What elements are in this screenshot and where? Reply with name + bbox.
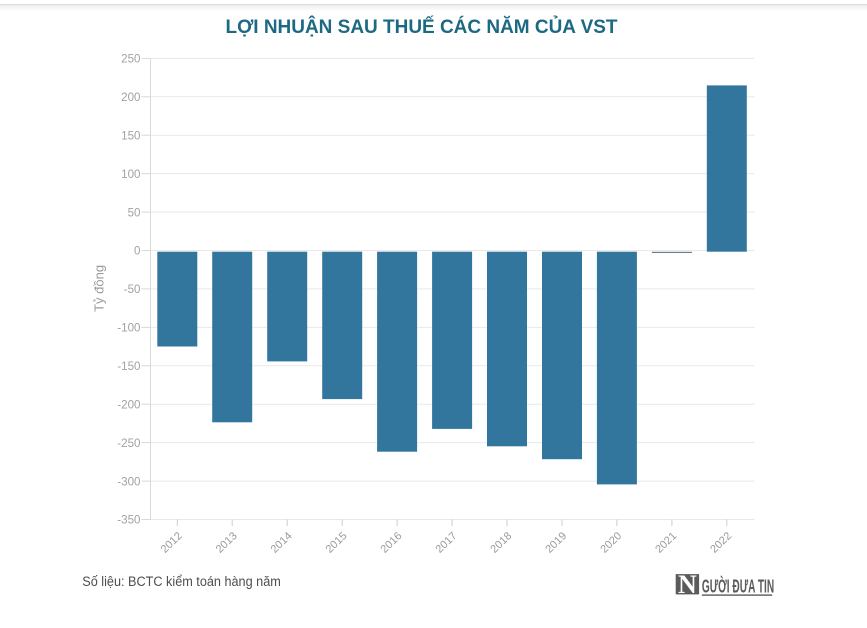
svg-text:200: 200 (121, 91, 140, 104)
svg-text:-100: -100 (117, 322, 140, 335)
svg-text:N: N (678, 570, 697, 599)
svg-text:100: 100 (121, 168, 140, 181)
svg-text:250: 250 (121, 53, 140, 66)
svg-text:-150: -150 (117, 360, 140, 373)
svg-text:-350: -350 (117, 514, 140, 527)
svg-text:-300: -300 (117, 475, 140, 488)
svg-text:-50: -50 (124, 283, 141, 296)
svg-text:50: 50 (128, 206, 141, 219)
svg-text:150: 150 (121, 129, 140, 142)
svg-text:GƯỜI ĐƯA TIN: GƯỜI ĐƯA TIN (702, 575, 774, 597)
svg-text:Số liệu: BCTC kiểm toán hàng n: Số liệu: BCTC kiểm toán hàng năm (82, 574, 280, 589)
svg-text:-200: -200 (117, 398, 140, 411)
svg-text:Tỷ đồng: Tỷ đồng (92, 265, 107, 312)
svg-text:-250: -250 (117, 437, 140, 450)
svg-text:0: 0 (134, 245, 140, 258)
svg-text:LỢI NHUẬN SAU THUẾ CÁC NĂM CỦA: LỢI NHUẬN SAU THUẾ CÁC NĂM CỦA VST (226, 14, 618, 38)
